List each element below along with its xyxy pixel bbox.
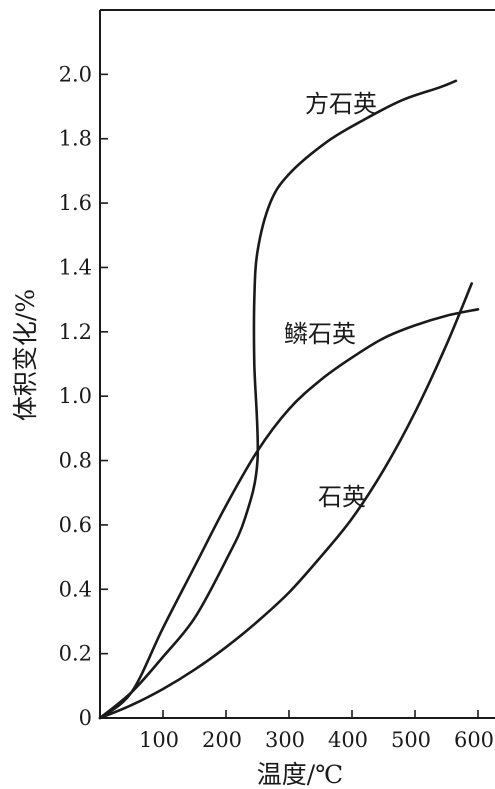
axes bbox=[99, 9, 495, 719]
x-tick-label: 200 bbox=[202, 728, 242, 752]
y-tick-label: 0.4 bbox=[59, 577, 92, 601]
x-tick-label: 500 bbox=[391, 728, 431, 752]
ticks: 0 0.2 0.4 0.6 0.8 1.0 1.2 1.4 1.6 1.8 2.0 100 200 300… bbox=[59, 62, 494, 752]
curve-cristobalite bbox=[98, 79, 458, 720]
x-axis-title: 温度/℃ bbox=[257, 760, 343, 789]
y-tick-label: 0.2 bbox=[59, 642, 92, 666]
y-tick-label: 0 bbox=[79, 706, 92, 730]
curve-tridymite bbox=[98, 308, 480, 720]
y-tick-label: 1.0 bbox=[59, 384, 92, 408]
curves bbox=[98, 79, 480, 720]
curve-label-cristobalite: 方石英 bbox=[305, 90, 377, 118]
y-tick-label: 0.8 bbox=[59, 449, 92, 473]
y-tick-label: 1.8 bbox=[59, 127, 92, 151]
curve-label-quartz: 石英 bbox=[318, 483, 366, 511]
curve-label-tridymite: 鳞石英 bbox=[284, 320, 356, 348]
curve-quartz bbox=[98, 282, 473, 720]
x-tick-label: 400 bbox=[328, 728, 368, 752]
y-tick-label: 1.4 bbox=[59, 255, 92, 279]
x-tick-label: 600 bbox=[454, 728, 494, 752]
y-tick-label: 1.2 bbox=[59, 320, 92, 344]
y-axis-title: 体积变化/% bbox=[11, 289, 40, 421]
y-tick-label: 0.6 bbox=[59, 513, 92, 537]
x-tick-label: 300 bbox=[265, 728, 305, 752]
y-tick-label: 2.0 bbox=[59, 62, 92, 86]
y-tick-label: 1.6 bbox=[59, 191, 92, 215]
x-tick-label: 100 bbox=[139, 728, 179, 752]
